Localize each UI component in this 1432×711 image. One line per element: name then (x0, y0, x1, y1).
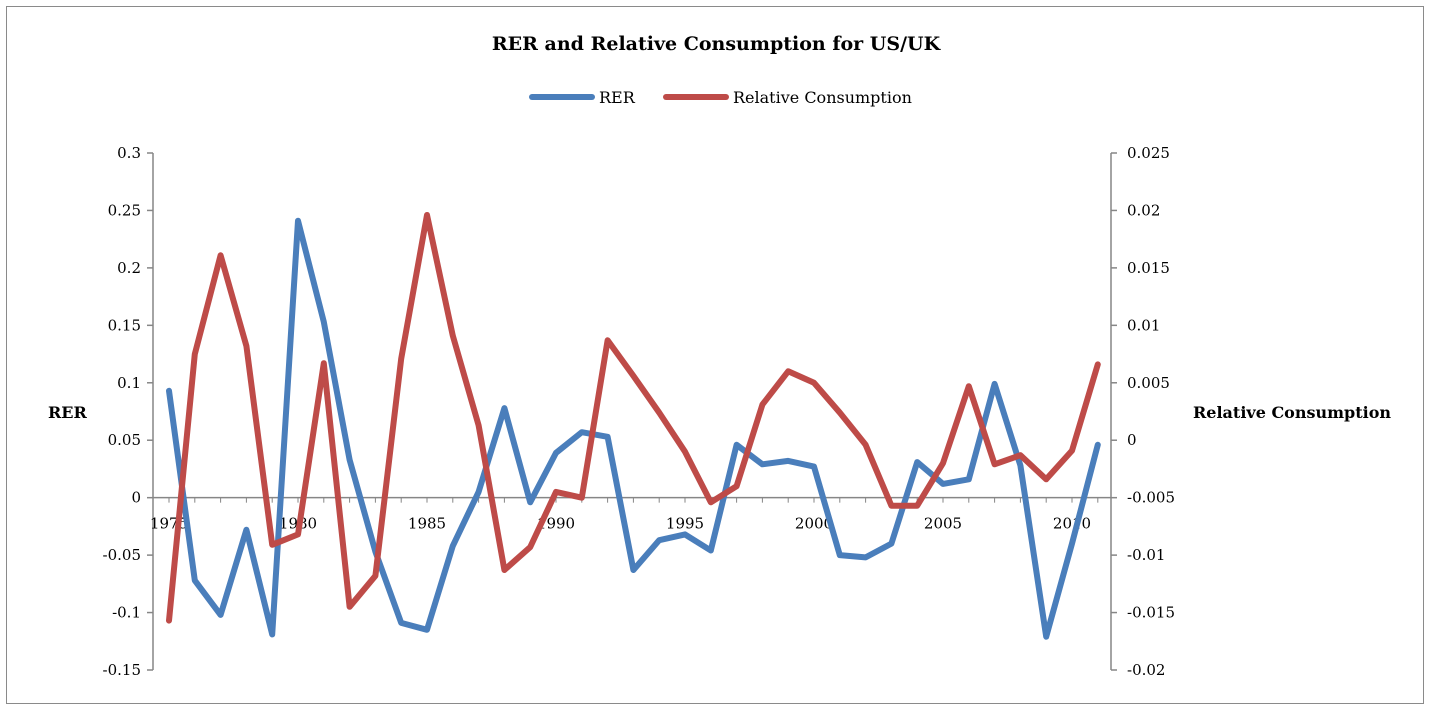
left-tick-label: -0.15 (103, 661, 141, 679)
left-tick-label: 0.1 (117, 374, 141, 392)
right-axis-title: Relative Consumption (1193, 403, 1391, 422)
legend-label-rer: RER (599, 88, 636, 107)
series-line-relative-consumption (166, 212, 1101, 624)
x-tick-label: 2000 (795, 515, 833, 533)
chart-title: RER and Relative Consumption for US/UK (492, 33, 942, 55)
x-tick-label: 1985 (408, 515, 446, 533)
left-tick-label: -0.05 (103, 546, 141, 564)
x-tick-label: 2005 (924, 515, 962, 533)
series-lines (166, 212, 1101, 640)
legend: RER Relative Consumption (529, 88, 912, 107)
legend-label-relative-consumption: Relative Consumption (733, 88, 912, 107)
chart-frame (6, 6, 1424, 704)
right-tick-label: -0.02 (1127, 661, 1165, 679)
series-line-rer (166, 217, 1101, 640)
right-tick-label: 0 (1127, 431, 1137, 449)
x-tick-label: 1995 (666, 515, 704, 533)
axes (152, 153, 1112, 670)
x-tick-label: 2010 (1053, 515, 1091, 533)
right-tick-label: 0.005 (1127, 374, 1170, 392)
right-tick-label: -0.015 (1127, 604, 1175, 622)
x-tick-label: 1975 (150, 515, 188, 533)
left-tick-label: 0.3 (117, 144, 141, 162)
left-axis-title: RER (48, 403, 87, 422)
right-tick-label: 0.025 (1127, 144, 1170, 162)
left-tick-label: 0.2 (117, 259, 141, 277)
right-axis-ticks: 0.025 0.02 0.015 0.01 0.005 0 -0.005 -0.01 -0.01… (1111, 144, 1175, 679)
left-tick-label: -0.1 (112, 604, 141, 622)
left-tick-label: 0.25 (108, 201, 141, 219)
right-tick-label: 0.01 (1127, 316, 1160, 334)
right-tick-label: 0.02 (1127, 201, 1160, 219)
left-tick-label: 0.15 (108, 316, 141, 334)
right-tick-label: -0.005 (1127, 489, 1175, 507)
right-tick-label: -0.01 (1127, 546, 1165, 564)
right-tick-label: 0.015 (1127, 259, 1170, 277)
left-tick-label: 0.05 (108, 431, 141, 449)
left-tick-label: 0 (131, 489, 141, 507)
left-axis-ticks: 0.3 0.25 0.2 0.15 0.1 0.05 0 -0.05 -0.1 -0.15 (103, 144, 153, 679)
